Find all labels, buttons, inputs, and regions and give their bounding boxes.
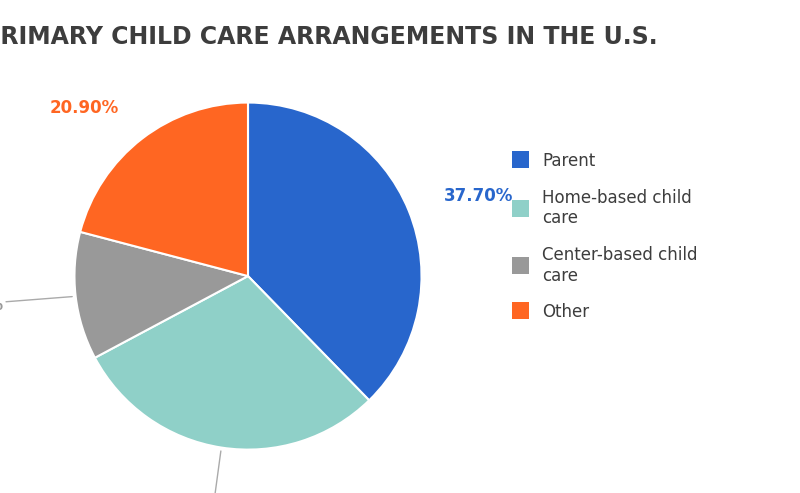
Text: 11.90%: 11.90% bbox=[0, 296, 72, 314]
Wedge shape bbox=[80, 103, 248, 276]
Text: 37.70%: 37.70% bbox=[444, 187, 514, 205]
Text: 29.50%: 29.50% bbox=[177, 451, 246, 493]
Wedge shape bbox=[248, 103, 422, 400]
Wedge shape bbox=[95, 276, 369, 450]
Wedge shape bbox=[74, 232, 248, 358]
Legend: Parent, Home-based child
care, Center-based child
care, Other: Parent, Home-based child care, Center-ba… bbox=[512, 152, 698, 321]
Text: PRIMARY CHILD CARE ARRANGEMENTS IN THE U.S.: PRIMARY CHILD CARE ARRANGEMENTS IN THE U… bbox=[0, 25, 658, 49]
Text: 20.90%: 20.90% bbox=[50, 100, 118, 117]
